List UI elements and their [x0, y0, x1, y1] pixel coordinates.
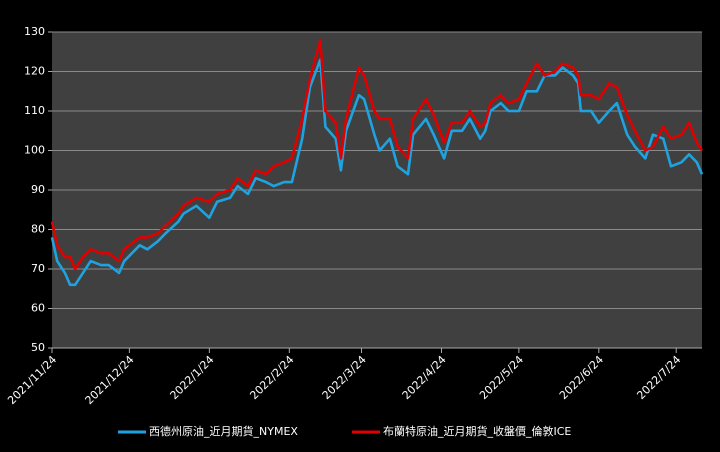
y-tick-label: 80 [31, 223, 45, 236]
series-line [50, 38, 704, 271]
y-tick-label: 120 [24, 65, 45, 78]
y-tick-label: 60 [31, 302, 45, 315]
x-tick-label: 2021/11/24 [5, 353, 59, 407]
x-tick-label: 2022/4/24 [400, 353, 449, 402]
x-tick-label: 2022/2/24 [247, 353, 296, 402]
x-tick-label: 2022/1/24 [168, 353, 217, 402]
x-tick-label: 2021/12/24 [83, 353, 137, 407]
x-tick-label: 2022/7/24 [634, 353, 683, 402]
series-line [50, 58, 704, 287]
x-tick-label: 2022/6/24 [557, 353, 606, 402]
legend-label: 西德州原油_近月期貨_NYMEX [149, 424, 298, 438]
x-tick-label: 2022/5/24 [477, 353, 526, 402]
y-tick-label: 100 [24, 144, 45, 157]
x-tick-label: 2022/3/24 [320, 353, 369, 402]
y-tick-label: 70 [31, 262, 45, 275]
y-tick-label: 130 [24, 25, 45, 38]
y-tick-label: 90 [31, 183, 45, 196]
legend-label: 布蘭特原油_近月期貨_收盤價_倫敦ICE [383, 424, 571, 438]
y-tick-label: 110 [24, 104, 45, 117]
y-tick-label: 50 [31, 341, 45, 354]
